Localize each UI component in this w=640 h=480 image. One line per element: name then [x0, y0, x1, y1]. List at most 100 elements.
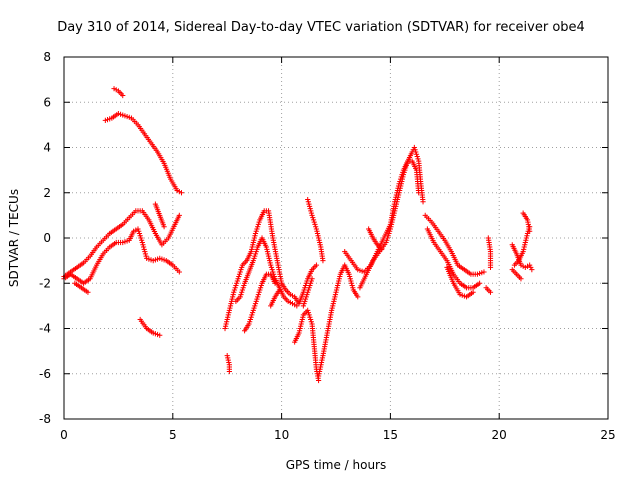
y-tick-label: -4: [39, 322, 51, 336]
data-point: [256, 289, 262, 295]
data-point: [300, 314, 306, 320]
data-point: [518, 276, 524, 282]
data-point: [420, 199, 426, 205]
data-point: [414, 153, 420, 160]
data-point: [138, 235, 144, 241]
data-point: [226, 307, 232, 313]
data-point: [305, 287, 312, 293]
data-point: [258, 282, 264, 289]
data-point: [329, 307, 335, 313]
data-point: [161, 224, 167, 230]
data-point: [264, 246, 270, 252]
data-point: [397, 187, 403, 194]
data-point: [305, 307, 311, 313]
data-point: [413, 151, 420, 157]
data-point: [521, 244, 527, 250]
data-point: [272, 280, 278, 286]
data-point: [332, 294, 338, 300]
data-point: [387, 228, 393, 234]
data-point: [136, 230, 143, 237]
data-point: [477, 280, 483, 286]
y-tick-label: 4: [43, 141, 51, 155]
data-point: [250, 307, 256, 313]
data-point: [139, 239, 145, 246]
data-point: [250, 258, 256, 264]
data-point: [317, 242, 323, 248]
data-point: [330, 301, 336, 307]
data-point: [264, 248, 271, 255]
data-point: [401, 169, 407, 175]
data-point: [231, 287, 238, 293]
data-point: [298, 321, 304, 327]
data-point: [269, 267, 275, 273]
data-point: [248, 248, 254, 255]
y-tick-label: 0: [43, 231, 51, 245]
data-point: [315, 235, 322, 241]
data-point: [313, 224, 319, 230]
x-tick-label: 25: [600, 428, 615, 442]
data-point: [137, 233, 143, 239]
data-point: [306, 312, 312, 318]
data-point: [253, 248, 259, 255]
data-point: [222, 323, 229, 329]
data-point: [336, 278, 342, 284]
data-point: [310, 215, 316, 221]
data-point: [257, 287, 263, 293]
y-tick-label: -8: [39, 412, 51, 426]
data-point: [395, 194, 401, 200]
data-point: [228, 301, 234, 307]
data-point: [304, 291, 310, 298]
data-point: [176, 212, 182, 218]
data-point: [302, 285, 308, 291]
data-point: [252, 301, 259, 307]
data-point: [225, 355, 231, 361]
data-point: [470, 289, 476, 295]
data-point: [301, 287, 307, 293]
data-point: [247, 319, 253, 325]
data-point: [267, 260, 273, 266]
data-point: [527, 228, 533, 234]
data-point: [306, 201, 312, 207]
data-point: [300, 303, 306, 309]
data-point: [316, 237, 322, 243]
data-point: [136, 228, 142, 234]
data-point: [415, 156, 421, 162]
data-point: [240, 285, 246, 291]
data-point: [238, 267, 244, 273]
data-point: [524, 233, 530, 239]
data-point: [250, 239, 256, 246]
data-point: [481, 269, 487, 275]
data-point: [223, 321, 229, 327]
data-point: [305, 310, 312, 316]
data-point: [234, 278, 240, 284]
data-point: [267, 258, 273, 264]
data-point: [224, 319, 230, 325]
data-point: [266, 255, 272, 261]
data-point: [320, 258, 326, 264]
data-point: [392, 208, 398, 214]
data-point: [299, 316, 305, 323]
data-point: [348, 278, 354, 284]
data-point: [176, 269, 182, 275]
data-point: [314, 230, 321, 237]
data-point: [238, 291, 244, 298]
y-tick-label: 6: [43, 95, 51, 109]
data-point: [335, 280, 341, 286]
data-point: [276, 287, 283, 293]
data-point: [248, 314, 254, 320]
data-point: [236, 271, 243, 277]
data-point: [523, 237, 529, 243]
data-point: [403, 163, 409, 169]
data-point: [384, 235, 391, 241]
data-point: [335, 282, 341, 289]
data-point: [302, 298, 308, 304]
data-point: [398, 181, 404, 187]
data-point: [253, 298, 259, 304]
data-point: [391, 210, 397, 216]
data-point: [297, 325, 303, 332]
data-point: [307, 205, 313, 212]
data-point: [252, 233, 258, 239]
data-point: [313, 226, 320, 232]
data-point: [527, 262, 533, 268]
y-tick-label: 2: [43, 186, 51, 200]
